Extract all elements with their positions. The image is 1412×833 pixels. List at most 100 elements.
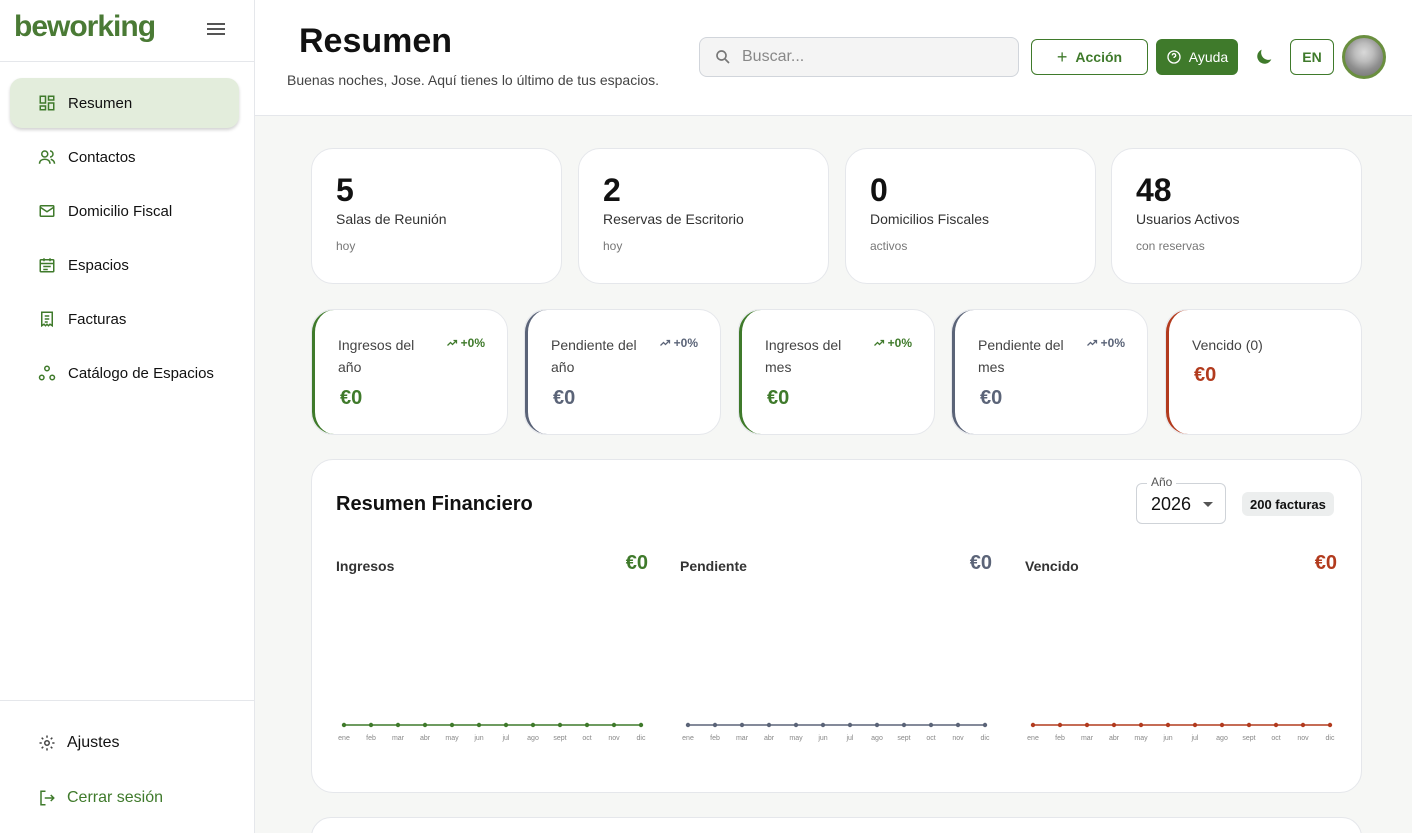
data-point[interactable] bbox=[847, 722, 853, 728]
data-point[interactable] bbox=[449, 722, 455, 728]
data-point[interactable] bbox=[1300, 722, 1306, 728]
line-chart: ene feb mar abr may jun jul ago sept oct nov dic bbox=[682, 722, 990, 742]
sidebar-item-resumen[interactable]: Resumen bbox=[10, 78, 239, 128]
sidebar-item-domicilio[interactable]: Domicilio Fiscal bbox=[10, 186, 239, 236]
stat-label: Salas de Reunión bbox=[336, 211, 447, 227]
help-icon bbox=[1166, 49, 1182, 65]
x-tick-label: ago bbox=[1216, 735, 1228, 742]
data-point[interactable] bbox=[341, 722, 347, 728]
data-point[interactable] bbox=[611, 722, 617, 728]
language-button[interactable]: EN bbox=[1290, 39, 1334, 75]
accent-bar bbox=[525, 310, 547, 434]
data-point[interactable] bbox=[955, 722, 961, 728]
stat-value: 0 bbox=[870, 172, 888, 208]
data-point[interactable] bbox=[793, 722, 799, 728]
sidebar-item-facturas[interactable]: Facturas bbox=[10, 294, 239, 344]
fin-value: €0 bbox=[980, 387, 1003, 409]
moon-icon[interactable] bbox=[1253, 46, 1275, 68]
sidebar-item-label: Espacios bbox=[68, 256, 129, 274]
sidebar-item-label: Facturas bbox=[68, 310, 127, 328]
sidebar-item-espacios[interactable]: Espacios bbox=[10, 240, 239, 290]
sidebar-item-contactos[interactable]: Contactos bbox=[10, 132, 239, 182]
data-point[interactable] bbox=[1138, 722, 1144, 728]
x-tick-label: ago bbox=[871, 735, 883, 742]
logo-row: beworking bbox=[0, 0, 254, 62]
x-tick-label: jun bbox=[1162, 735, 1172, 742]
data-point[interactable] bbox=[1219, 722, 1225, 728]
data-point[interactable] bbox=[712, 722, 718, 728]
x-tick-label: ago bbox=[527, 735, 539, 742]
ayuda-button[interactable]: Ayuda bbox=[1156, 39, 1238, 75]
data-point[interactable] bbox=[820, 722, 826, 728]
data-point[interactable] bbox=[1057, 722, 1063, 728]
data-point[interactable] bbox=[1192, 722, 1198, 728]
dashboard-icon bbox=[38, 94, 56, 112]
data-point[interactable] bbox=[557, 722, 563, 728]
fin-label: Vencido (0) bbox=[1192, 337, 1263, 353]
x-tick-label: may bbox=[445, 735, 459, 742]
stat-value: 5 bbox=[336, 172, 354, 208]
data-point[interactable] bbox=[368, 722, 374, 728]
receipt-icon bbox=[38, 310, 56, 328]
x-tick-label: mar bbox=[1081, 735, 1094, 742]
x-tick-label: jun bbox=[817, 735, 827, 742]
settings-link[interactable]: Ajustes bbox=[38, 734, 119, 752]
trend-value: +0% bbox=[887, 336, 912, 350]
accent-bar bbox=[739, 310, 761, 434]
search-input[interactable] bbox=[742, 48, 1002, 66]
x-tick-label: may bbox=[1134, 735, 1148, 742]
hamburger-menu-icon[interactable] bbox=[205, 20, 227, 40]
x-tick-label: ene bbox=[338, 735, 350, 742]
logout-label: Cerrar sesión bbox=[67, 789, 164, 806]
data-point[interactable] bbox=[422, 722, 428, 728]
logo[interactable]: beworking bbox=[14, 10, 156, 43]
data-point[interactable] bbox=[982, 722, 988, 728]
accion-button[interactable]: + Acción bbox=[1031, 39, 1148, 75]
avatar[interactable] bbox=[1342, 35, 1386, 79]
data-point[interactable] bbox=[766, 722, 772, 728]
chevron-down-icon bbox=[1203, 502, 1213, 507]
sidebar-nav: Resumen Contactos Domicilio Fiscal Espac… bbox=[10, 78, 239, 402]
fin-card-pendiente-mes: Pendiente del mes +0% €0 bbox=[951, 309, 1148, 435]
mini-chart-vencido: Vencido €0 ene feb mar abr may jun jul ago sept o… bbox=[1025, 550, 1337, 750]
stat-card-salas: 5 Salas de Reunión hoy bbox=[311, 148, 562, 284]
x-tick-label: feb bbox=[710, 735, 720, 742]
stat-value: 48 bbox=[1136, 172, 1172, 208]
data-point[interactable] bbox=[638, 722, 644, 728]
x-tick-label: oct bbox=[582, 735, 591, 742]
data-point[interactable] bbox=[530, 722, 536, 728]
data-point[interactable] bbox=[1246, 722, 1252, 728]
logout-link[interactable]: Cerrar sesión bbox=[38, 789, 163, 807]
x-tick-label: sept bbox=[897, 735, 910, 742]
data-point[interactable] bbox=[928, 722, 934, 728]
stat-label: Usuarios Activos bbox=[1136, 211, 1240, 227]
mini-chart-ingresos: Ingresos €0 ene feb mar abr may jun jul ago sept… bbox=[336, 550, 648, 750]
stat-card-usuarios: 48 Usuarios Activos con reservas bbox=[1111, 148, 1362, 284]
data-point[interactable] bbox=[1273, 722, 1279, 728]
sidebar-item-label: Catálogo de Espacios bbox=[68, 364, 214, 382]
fin-card-ingresos-ano: Ingresos del año +0% €0 bbox=[311, 309, 508, 435]
mini-chart-title: Ingresos bbox=[336, 558, 395, 574]
line-chart: ene feb mar abr may jun jul ago sept oct nov dic bbox=[1027, 722, 1335, 742]
data-point[interactable] bbox=[503, 722, 509, 728]
x-tick-label: mar bbox=[392, 735, 405, 742]
year-select[interactable]: Año 2026 bbox=[1136, 475, 1226, 524]
data-point[interactable] bbox=[901, 722, 907, 728]
gear-icon bbox=[38, 734, 56, 752]
fin-label: Ingresos del año bbox=[338, 337, 415, 375]
data-point[interactable] bbox=[685, 722, 691, 728]
sidebar-item-catalogo[interactable]: Catálogo de Espacios bbox=[10, 348, 239, 398]
data-point[interactable] bbox=[1084, 722, 1090, 728]
search-box[interactable] bbox=[699, 37, 1019, 77]
data-point[interactable] bbox=[1165, 722, 1171, 728]
data-point[interactable] bbox=[584, 722, 590, 728]
data-point[interactable] bbox=[874, 722, 880, 728]
data-point[interactable] bbox=[1327, 722, 1333, 728]
data-point[interactable] bbox=[1111, 722, 1117, 728]
data-point[interactable] bbox=[1030, 722, 1036, 728]
data-point[interactable] bbox=[739, 722, 745, 728]
stat-label: Domicilios Fiscales bbox=[870, 211, 990, 227]
data-point[interactable] bbox=[395, 722, 401, 728]
accion-label: Acción bbox=[1075, 49, 1123, 65]
data-point[interactable] bbox=[476, 722, 482, 728]
